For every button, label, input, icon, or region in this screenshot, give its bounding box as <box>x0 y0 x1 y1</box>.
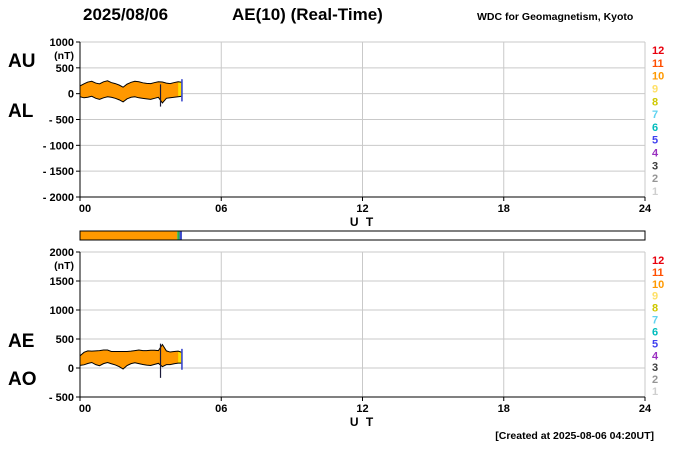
legend-station-count-3: 3 <box>652 362 658 374</box>
legend-station-count-9: 9 <box>652 291 658 303</box>
ae-trace-line <box>79 343 183 357</box>
y-tick-label: 2000 <box>50 247 74 259</box>
legend-station-count-6: 6 <box>652 122 658 134</box>
legend-station-count-8: 8 <box>652 303 658 315</box>
station-bar-segment <box>179 231 182 240</box>
au-trace-line <box>79 80 183 88</box>
y-tick-label: 0 <box>68 363 74 375</box>
legend-station-count-7: 7 <box>652 109 658 121</box>
y-tick-label: 0 <box>68 89 74 101</box>
x-tick-label: 00 <box>79 203 91 215</box>
legend-station-count-4: 4 <box>652 148 659 160</box>
legend-station-count-2: 2 <box>652 173 658 185</box>
legend-station-count-1: 1 <box>652 186 658 198</box>
y-axis-unit: (nT) <box>54 260 74 272</box>
x-tick-label: 24 <box>639 403 652 415</box>
recent-data-fill <box>178 351 182 364</box>
recent-data-fill <box>178 81 182 97</box>
legend-station-count-6: 6 <box>652 326 658 338</box>
y-tick-label: 500 <box>56 63 74 75</box>
x-tick-label: 00 <box>79 403 91 415</box>
x-axis-label: U T <box>350 215 375 229</box>
station-bar-segment <box>80 231 178 240</box>
legend-station-count-5: 5 <box>652 338 658 350</box>
ao-trace-line <box>79 361 182 370</box>
legend-station-count-1: 1 <box>652 386 658 398</box>
legend-station-count-7: 7 <box>652 315 658 327</box>
y-tick-label: 1000 <box>50 305 74 317</box>
x-tick-label: 12 <box>356 403 368 415</box>
x-tick-label: 18 <box>498 403 510 415</box>
label-al: AL <box>8 101 34 122</box>
station-number-bar <box>80 231 645 240</box>
au-al-band <box>80 80 182 103</box>
data-source-credit: WDC for Geomagnetism, Kyoto <box>477 11 634 23</box>
ae-ao-band <box>80 344 182 370</box>
y-axis-unit: (nT) <box>54 50 74 62</box>
x-tick-label: 18 <box>498 203 510 215</box>
legend-station-count-4: 4 <box>652 350 659 362</box>
station-bar-segment <box>177 231 180 240</box>
station-bar-border <box>79 230 646 241</box>
label-ao: AO <box>8 369 37 390</box>
legend-station-count-3: 3 <box>652 160 658 172</box>
legend-station-count-11: 11 <box>652 58 664 70</box>
legend-station-count-10: 10 <box>652 71 664 83</box>
y-tick-label: - 500 <box>49 115 74 127</box>
x-tick-label: 12 <box>356 203 368 215</box>
y-tick-label: - 500 <box>49 392 74 404</box>
x-axis-label: U T <box>350 415 375 429</box>
legend-station-count-9: 9 <box>652 83 658 95</box>
y-tick-label: - 2000 <box>43 192 74 204</box>
legend-station-count-8: 8 <box>652 96 658 108</box>
x-tick-label: 06 <box>215 403 227 415</box>
legend-station-count-11: 11 <box>652 267 664 279</box>
legend-station-count-2: 2 <box>652 374 658 386</box>
legend-station-count-12: 12 <box>652 255 664 267</box>
x-tick-label: 06 <box>215 203 227 215</box>
plot-date: 2025/08/06 <box>83 5 169 24</box>
legend-station-count-10: 10 <box>652 279 664 291</box>
y-tick-label: 500 <box>56 334 74 346</box>
created-timestamp: [Created at 2025-08-06 04:20UT] <box>495 430 654 442</box>
label-au: AU <box>8 51 36 72</box>
label-ae: AE <box>8 331 35 352</box>
page-title: AE(10) (Real-Time) <box>232 5 383 24</box>
y-tick-label: - 1500 <box>43 166 74 178</box>
y-tick-label: - 1000 <box>43 140 74 152</box>
y-tick-label: 1000 <box>50 37 74 49</box>
al-trace-line <box>79 95 183 104</box>
legend-station-count-12: 12 <box>652 45 664 57</box>
y-tick-label: 1500 <box>50 276 74 288</box>
x-tick-label: 24 <box>639 203 652 215</box>
legend-station-count-5: 5 <box>652 135 658 147</box>
